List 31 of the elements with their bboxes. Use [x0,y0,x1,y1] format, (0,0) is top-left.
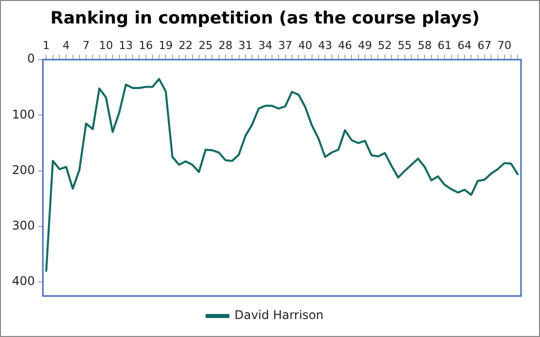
x-tick-label: 31 [238,38,252,52]
y-tick-label: 100 [12,107,35,122]
x-tick-label: 37 [278,38,292,52]
x-tick-label: 52 [378,38,392,52]
x-tick-label: 49 [358,38,372,52]
y-tick-label: 0 [27,52,35,66]
x-tick-label: 13 [118,38,133,52]
x-tick-label: 43 [318,38,332,52]
x-tick-label: 1 [42,38,50,52]
x-tick-label: 10 [98,38,113,52]
x-tick-label: 7 [82,38,90,52]
legend-label: David Harrison [234,308,324,322]
x-tick-label: 4 [62,38,70,52]
y-tick-label: 400 [12,274,35,288]
chart-title: Ranking in competition (as the course plays) [50,8,480,29]
x-tick-label: 40 [298,38,312,52]
x-tick-label: 19 [158,38,173,52]
x-tick-label: 70 [497,38,512,52]
x-tick-label: 16 [138,38,153,52]
y-tick-label: 300 [12,218,35,233]
x-tick-label: 61 [438,38,452,52]
x-tick-label: 67 [477,38,492,52]
y-tick-label: 200 [12,162,35,177]
x-tick-label: 22 [178,38,193,52]
x-tick-label: 46 [338,38,352,52]
x-tick-label: 34 [258,38,272,52]
x-tick-label: 28 [218,38,233,52]
x-tick-label: 55 [398,38,412,52]
x-tick-label: 58 [418,38,432,52]
x-tick-label: 25 [198,38,213,52]
x-tick-label: 64 [458,38,472,52]
